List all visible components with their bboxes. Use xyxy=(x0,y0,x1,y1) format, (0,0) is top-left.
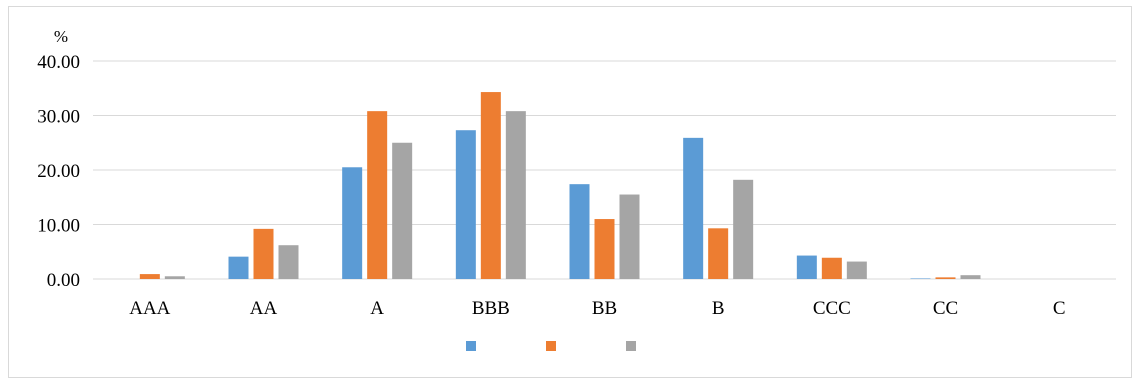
bar-bb-series-2 xyxy=(594,219,615,279)
x-tick-label: BB xyxy=(592,298,617,319)
bar-bbb-series-3 xyxy=(505,111,526,279)
bar-aa-series-2 xyxy=(253,228,274,279)
x-tick-label: CCC xyxy=(813,298,851,319)
bar-aa-series-3 xyxy=(278,245,299,279)
y-tick-label: 40.00 xyxy=(37,52,80,73)
x-tick-label: A xyxy=(370,298,384,319)
y-axis-unit-label: % xyxy=(54,27,68,46)
bar-bb-series-1 xyxy=(569,184,590,279)
bars xyxy=(139,92,981,279)
legend-swatch-series-3 xyxy=(626,341,636,351)
bar-aa-series-1 xyxy=(228,256,249,279)
bar-a-series-3 xyxy=(392,142,413,279)
x-tick-label: BBB xyxy=(472,298,510,319)
y-tick-label: 30.00 xyxy=(37,107,80,128)
x-axis-ticks: AAA AA A BBB BB B CCC CC C xyxy=(129,298,1065,319)
bar-ccc-series-1 xyxy=(796,255,817,279)
bar-aaa-series-3 xyxy=(164,276,185,279)
x-tick-label: C xyxy=(1053,298,1066,319)
y-tick-label: 20.00 xyxy=(37,161,80,182)
bar-a-series-1 xyxy=(342,167,363,279)
legend-swatch-series-2 xyxy=(546,341,556,351)
bar-aaa-series-2 xyxy=(139,274,160,279)
bar-b-series-1 xyxy=(683,137,704,279)
legend xyxy=(466,341,636,351)
x-tick-label: CC xyxy=(933,298,958,319)
bar-bbb-series-2 xyxy=(480,92,501,279)
y-axis-ticks: 0.00 10.00 20.00 30.00 40.00 xyxy=(37,52,80,291)
legend-swatch-series-1 xyxy=(466,341,476,351)
bar-a-series-2 xyxy=(367,111,388,279)
bar-ccc-series-2 xyxy=(821,257,842,279)
y-tick-label: 0.00 xyxy=(47,270,80,291)
x-tick-label: B xyxy=(712,298,725,319)
bar-b-series-2 xyxy=(708,228,729,279)
bar-ccc-series-3 xyxy=(846,261,867,279)
bar-b-series-3 xyxy=(733,179,754,279)
y-tick-label: 10.00 xyxy=(37,216,80,237)
x-tick-label: AAA xyxy=(129,298,170,319)
bar-bb-series-3 xyxy=(619,194,640,279)
x-tick-label: AA xyxy=(250,298,278,319)
bar-bbb-series-1 xyxy=(455,130,476,279)
bar-cc-series-3 xyxy=(960,275,981,279)
bar-cc-series-1 xyxy=(910,278,931,279)
bar-cc-series-2 xyxy=(935,277,956,279)
